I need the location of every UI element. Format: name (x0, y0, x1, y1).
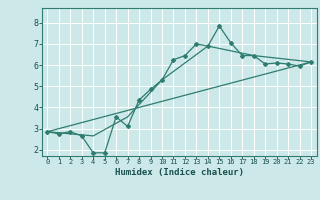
X-axis label: Humidex (Indice chaleur): Humidex (Indice chaleur) (115, 168, 244, 177)
